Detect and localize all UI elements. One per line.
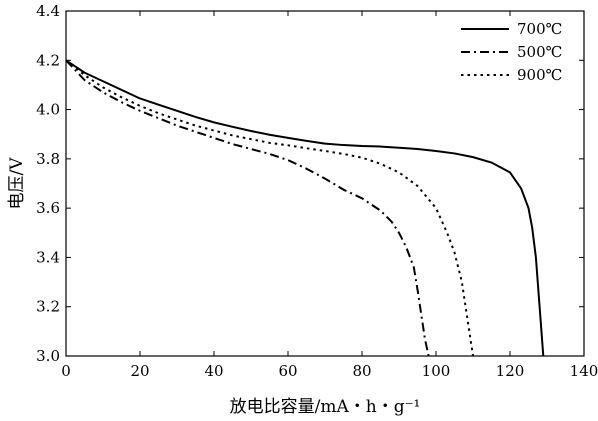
legend-label-2: 500℃ — [517, 43, 562, 61]
x-tick-label: 80 — [352, 362, 371, 380]
y-tick-label: 3.2 — [36, 298, 60, 316]
y-tick-label: 3.8 — [36, 150, 60, 168]
y-tick-label: 4.0 — [36, 101, 60, 119]
x-tick-label: 0 — [61, 362, 71, 380]
y-tick-label: 4.2 — [36, 51, 60, 69]
y-tick-label: 3.4 — [36, 248, 60, 266]
plot-frame — [65, 10, 585, 357]
plot-area — [65, 59, 545, 357]
y-tick-label: 3.6 — [36, 199, 60, 217]
x-tick-label: 60 — [278, 362, 297, 380]
axes: 0 20 40 60 80 100 120 140 3.0 3.2 3.4 3.6 3.8 4.0 4.2 4… — [36, 2, 598, 380]
x-tick-label: 120 — [496, 362, 525, 380]
y-axis-title: 电压/V — [7, 157, 27, 210]
x-tick-label: 140 — [570, 362, 598, 380]
series-line-1 — [65, 59, 545, 357]
y-tick-label: 3.0 — [36, 347, 60, 365]
x-tick-label: 20 — [130, 362, 149, 380]
series-line-3 — [65, 59, 474, 357]
y-tick-label: 4.4 — [36, 2, 60, 20]
x-tick-label: 40 — [204, 362, 223, 380]
legend-label-3: 900℃ — [517, 66, 562, 84]
series-line-2 — [65, 59, 430, 357]
legend: 700℃ 500℃ 900℃ — [461, 20, 562, 84]
x-tick-label: 100 — [422, 362, 451, 380]
x-axis-title: 放电比容量/mA・h・g⁻¹ — [230, 397, 421, 417]
legend-label-1: 700℃ — [517, 20, 562, 38]
